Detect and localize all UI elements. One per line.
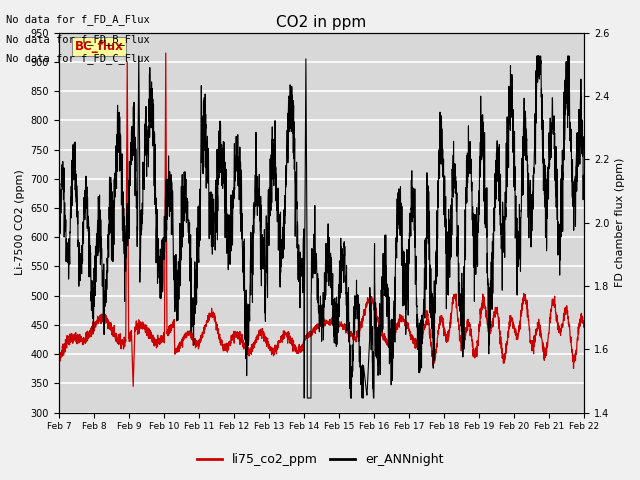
Text: No data for f_FD_B_Flux: No data for f_FD_B_Flux <box>6 34 150 45</box>
Text: No data for f_FD_A_Flux: No data for f_FD_A_Flux <box>6 14 150 25</box>
Text: No data for f_FD_C_Flux: No data for f_FD_C_Flux <box>6 53 150 64</box>
Y-axis label: Li-7500 CO2 (ppm): Li-7500 CO2 (ppm) <box>15 170 25 276</box>
Legend: li75_co2_ppm, er_ANNnight: li75_co2_ppm, er_ANNnight <box>191 448 449 471</box>
Y-axis label: FD chamber flux (ppm): FD chamber flux (ppm) <box>615 158 625 288</box>
Text: BC_flux: BC_flux <box>75 40 124 53</box>
Title: CO2 in ppm: CO2 in ppm <box>276 15 367 30</box>
